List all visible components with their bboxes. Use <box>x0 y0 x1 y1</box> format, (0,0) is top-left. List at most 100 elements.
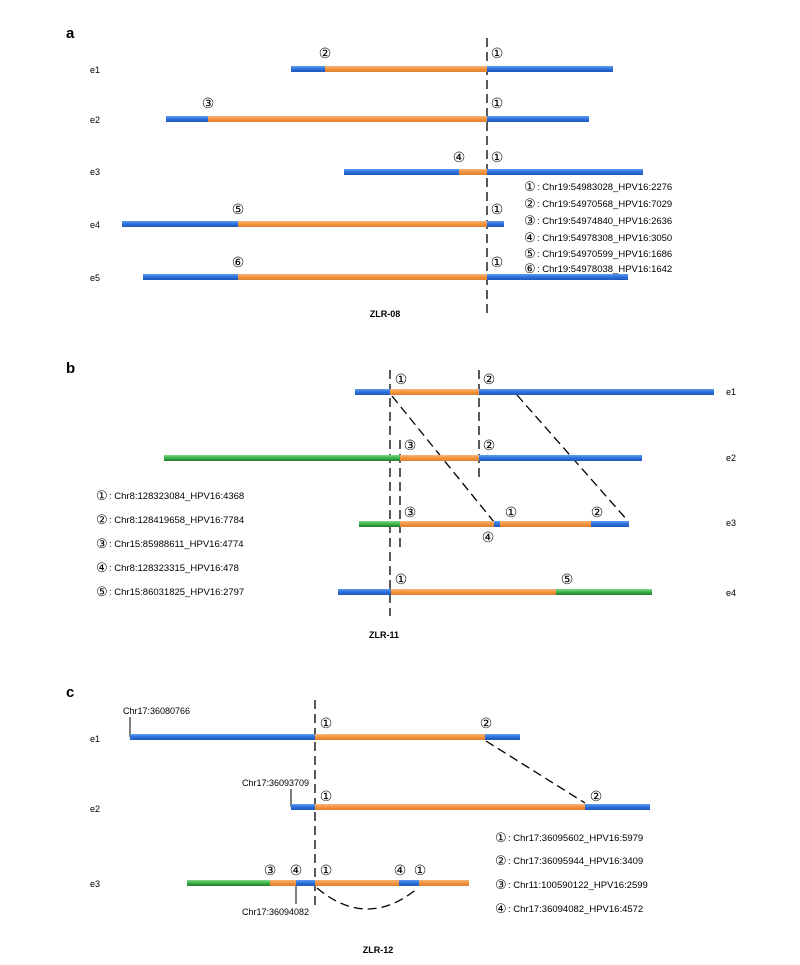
legend-text: : Chr19:54970599_HPV16:1686 <box>537 249 672 260</box>
host-segment <box>494 521 500 527</box>
row-label: e2 <box>90 115 100 125</box>
junction-marker: ③ <box>404 504 417 520</box>
host-segment <box>355 389 390 395</box>
legend: ①: Chr19:54983028_HPV16:2276 ②: Chr19:54… <box>524 179 672 276</box>
junction-marker: ① <box>320 715 333 731</box>
junction-marker: ① <box>491 45 504 61</box>
sample-title: ZLR-08 <box>370 309 401 319</box>
junction-marker: ② <box>480 715 493 731</box>
construct-bar <box>143 274 628 280</box>
legend-text: : Chr8:128323315_HPV16:478 <box>109 563 239 574</box>
junction-marker: ③ <box>404 437 417 453</box>
host-segment <box>487 274 628 280</box>
legend-mark: ⑤ <box>96 584 108 599</box>
construct-bar <box>122 221 504 227</box>
construct-bar <box>166 116 589 122</box>
legend-text: : Chr15:85988611_HPV16:4774 <box>109 539 244 550</box>
junction-marker: ① <box>491 149 504 165</box>
construct-bar <box>338 589 652 595</box>
hpv-segment <box>400 521 494 527</box>
host-segment <box>291 804 315 810</box>
legend-text: : Chr17:36095944_HPV16:3409 <box>508 856 643 867</box>
junction-marker: ④ <box>453 149 466 165</box>
panel-letter: c <box>66 684 74 701</box>
junction-marker: ② <box>319 45 332 61</box>
legend-text: : Chr8:128419658_HPV16:7784 <box>109 515 244 526</box>
junction-marker: ④ <box>290 862 303 878</box>
junction-marker: ① <box>395 571 408 587</box>
legend-mark: ③ <box>495 877 507 892</box>
host-segment <box>166 116 208 122</box>
row-label: e3 <box>90 167 100 177</box>
host-segment <box>479 389 714 395</box>
host-segment <box>143 274 238 280</box>
junction-marker: ① <box>505 504 518 520</box>
legend-text: : Chr19:54983028_HPV16:2276 <box>537 182 672 193</box>
row-label: e3 <box>90 879 100 889</box>
legend-text: : Chr11:100590122_HPV16:2599 <box>508 880 648 891</box>
legend-mark: ① <box>524 179 536 194</box>
host-segment <box>344 169 459 175</box>
legend-mark: ④ <box>524 230 536 245</box>
connector-line <box>485 740 586 804</box>
junction-marker: ⑤ <box>561 571 574 587</box>
construct-bar <box>187 880 469 886</box>
legend-mark: ⑥ <box>524 261 536 276</box>
hpv-segment <box>270 880 296 886</box>
legend-text: : Chr17:36095602_HPV16:5979 <box>508 833 643 844</box>
row-label: e2 <box>726 453 736 463</box>
host-segment <box>487 116 589 122</box>
hpv-segment <box>500 521 591 527</box>
hpv-segment <box>315 734 485 740</box>
panel-letter: a <box>66 25 75 42</box>
legend-text: : Chr17:36094082_HPV16:4572 <box>508 904 643 915</box>
junction-marker: ② <box>590 788 603 804</box>
junction-marker: ④ <box>482 529 495 545</box>
hpv-segment <box>390 389 479 395</box>
legend-text: : Chr8:128323084_HPV16:4368 <box>109 491 244 502</box>
junction-marker: ② <box>483 371 496 387</box>
legend-mark: ② <box>96 512 108 527</box>
legend-mark: ③ <box>96 536 108 551</box>
hpv-segment <box>208 116 487 122</box>
construct-bar <box>344 169 643 175</box>
coordinate-label: Chr17:36094082 <box>242 907 309 917</box>
row-label: e1 <box>726 387 736 397</box>
row-label: e2 <box>90 804 100 814</box>
junction-marker: ② <box>483 437 496 453</box>
junction-marker: ① <box>395 371 408 387</box>
legend: ①: Chr8:128323084_HPV16:4368 ②: Chr8:128… <box>96 488 244 599</box>
junction-marker: ① <box>491 254 504 270</box>
host-segment <box>591 521 629 527</box>
legend-mark: ⑤ <box>524 246 536 261</box>
legend: ①: Chr17:36095602_HPV16:5979 ②: Chr17:36… <box>495 830 648 916</box>
connector-arc <box>316 887 419 910</box>
construct-bar <box>291 804 650 810</box>
hpv-segment <box>315 804 585 810</box>
legend-mark: ① <box>96 488 108 503</box>
legend-mark: ④ <box>96 560 108 575</box>
host-segment <box>485 734 520 740</box>
other-chromosome-segment <box>187 880 270 886</box>
junction-marker: ① <box>320 862 333 878</box>
other-chromosome-segment <box>359 521 400 527</box>
junction-marker: ② <box>591 504 604 520</box>
host-segment <box>487 66 613 72</box>
hpv-segment <box>419 880 469 886</box>
construct-bar <box>291 66 613 72</box>
junction-marker: ④ <box>394 862 407 878</box>
sample-title: ZLR-11 <box>369 630 399 640</box>
row-label: e5 <box>90 273 100 283</box>
legend-mark: ① <box>495 830 507 845</box>
hpv-segment <box>391 589 556 595</box>
legend-mark: ④ <box>495 901 507 916</box>
row-label: e1 <box>90 65 100 75</box>
construct-bar <box>130 734 520 740</box>
panel-b: b e1 e2 e3 e4 ① ② ③ ② ③ ① ② ④ ① ⑤ ①: Chr… <box>66 360 736 640</box>
row-label: e4 <box>90 220 100 230</box>
junction-marker: ① <box>491 95 504 111</box>
other-chromosome-segment <box>556 589 652 595</box>
row-label: e4 <box>726 588 736 598</box>
construct-bar <box>164 455 642 461</box>
